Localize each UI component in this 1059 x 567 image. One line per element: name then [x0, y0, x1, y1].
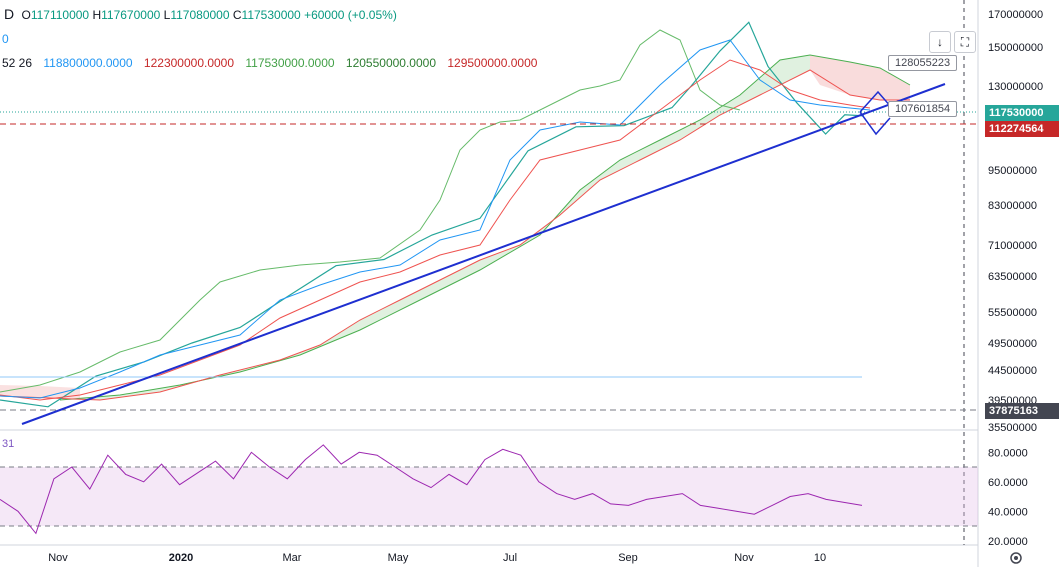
time-axis-tick: Mar: [283, 552, 302, 564]
lower-projection-callout[interactable]: 107601854: [888, 101, 958, 117]
rsi-line: [0, 444, 863, 535]
time-axis-tick: Nov: [48, 552, 68, 564]
price-axis-tick: 95000000: [988, 165, 1037, 177]
chikou-span: [0, 29, 741, 393]
price-axis-tick: 83000000: [988, 200, 1037, 212]
rsi-axis-tick: 20.0000: [988, 536, 1028, 548]
high-value: 117670000: [101, 8, 161, 22]
symbol-label: D: [4, 6, 15, 22]
price-series-line: [0, 21, 865, 408]
time-axis-tick: Sep: [618, 552, 638, 564]
rsi-band-fill: [0, 467, 978, 526]
rsi-axis-tick: 60.0000: [988, 477, 1028, 489]
ichimoku-value: 120550000.0000: [345, 56, 436, 70]
time-axis-tick: 10: [814, 552, 826, 564]
price-axis-tick: 63500000: [988, 271, 1037, 283]
open-label: O: [21, 8, 31, 22]
ichimoku-value: 117530000.0000: [245, 56, 335, 70]
ohlc-legend: D O117110000 H117670000 L117080000 C1175…: [4, 6, 397, 22]
change-value: +60000 (+0.05%): [304, 8, 397, 22]
upper-projection-callout[interactable]: 128055223: [888, 55, 958, 71]
trendline: [21, 83, 946, 425]
time-axis-tick: 2020: [169, 552, 193, 564]
senkou-span-a: [59, 54, 911, 401]
rsi-axis: 80.0000 60.0000 40.0000 20.0000: [988, 447, 1028, 548]
indicator-row-value: 0: [2, 32, 9, 46]
price-axis-tick: 170000000: [988, 9, 1043, 21]
red-level-tag: 112274564: [985, 121, 1059, 137]
close-label: C: [232, 8, 242, 22]
time-axis-tick: Jul: [503, 552, 517, 564]
ichimoku-value: 129500000.0000: [447, 56, 538, 70]
low-value: 117080000: [170, 8, 230, 22]
rsi-axis-tick: 80.0000: [988, 447, 1028, 459]
ichimoku-value: 122300000.0000: [143, 56, 235, 70]
price-axis: 170000000 150000000 130000000 95000000 83000…: [988, 9, 1043, 434]
time-axis-tick: May: [388, 552, 409, 564]
kijun-line: [0, 59, 871, 401]
ichimoku-params: 52 26: [2, 56, 33, 70]
tenkan-line: [0, 39, 871, 399]
price-axis-tick: 130000000: [988, 81, 1043, 93]
close-value: 117530000: [241, 8, 301, 22]
price-axis-tick: 35500000: [988, 422, 1037, 434]
ichimoku-value: 118800000.0000: [43, 56, 133, 70]
low-label: L: [163, 8, 171, 22]
scroll-down-button[interactable]: ↓: [929, 31, 951, 53]
senkou-span-b: [0, 69, 910, 401]
gear-icon[interactable]: [1010, 552, 1022, 564]
rsi-legend: 31: [2, 438, 15, 450]
open-value: 117110000: [30, 8, 90, 22]
rsi-axis-tick: 40.0000: [988, 506, 1028, 518]
price-axis-tick: 150000000: [988, 42, 1043, 54]
price-axis-tick: 49500000: [988, 338, 1037, 350]
projection-upper: [859, 90, 893, 113]
ichimoku-legend: 52 26 118800000.0000 122300000.0000 1175…: [2, 56, 545, 70]
current-price-tag: 117530000: [985, 105, 1059, 121]
high-label: H: [92, 8, 102, 22]
price-axis-tick: 44500000: [988, 365, 1037, 377]
price-pane: [0, 0, 978, 430]
ichimoku-cloud-red: [810, 55, 910, 100]
time-axis-tick: Nov: [734, 552, 754, 564]
projection-lower: [859, 111, 891, 136]
low-level-tag: 37875163: [985, 403, 1059, 419]
time-axis: Nov 2020 Mar May Jul Sep Nov 10: [48, 552, 826, 564]
fullscreen-button[interactable]: ⛶: [954, 31, 976, 53]
price-axis-tick: 55500000: [988, 307, 1037, 319]
price-axis-tick: 71000000: [988, 240, 1037, 252]
